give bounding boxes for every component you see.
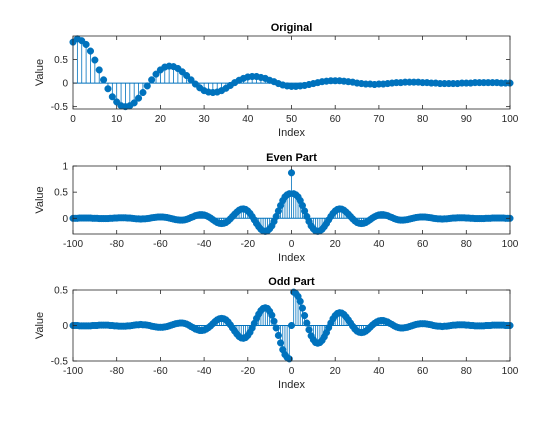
- stem-marker: [303, 319, 311, 327]
- stem-marker: [285, 355, 293, 363]
- subplot-title: Even Part: [266, 152, 317, 164]
- y-tick-label: 0: [62, 321, 68, 332]
- x-tick-label: -80: [109, 366, 124, 377]
- x-tick-label: 80: [417, 114, 429, 125]
- subplot-original: 0 10 20 30 40 50 60 70 80 90 100-0.500.5OriginalIn…: [34, 22, 519, 139]
- stem-marker: [91, 56, 99, 64]
- x-tick-label: -80: [109, 239, 124, 250]
- x-tick-label: 20: [330, 366, 342, 377]
- stem-marker: [82, 40, 90, 49]
- stem-marker: [95, 66, 103, 74]
- y-axis-label: Value: [34, 312, 46, 339]
- stem-marker: [104, 85, 112, 93]
- x-tick-label: 0: [289, 239, 295, 250]
- x-tick-label: 0: [70, 114, 76, 125]
- stem-marker: [135, 94, 143, 102]
- x-tick-label: 100: [502, 366, 519, 377]
- stem-marker: [143, 82, 151, 90]
- x-tick-label: 50: [286, 114, 298, 125]
- x-tick-label: 10: [111, 114, 123, 125]
- stem-marker: [86, 47, 95, 55]
- stem-marker: [139, 88, 147, 97]
- y-tick-label: -0.5: [51, 357, 69, 368]
- stem-marker: [108, 93, 116, 101]
- x-axis-label: Index: [278, 252, 305, 264]
- stem-marker: [287, 321, 296, 330]
- y-tick-label: 0: [62, 79, 68, 90]
- x-tick-label: -20: [241, 239, 256, 250]
- y-axis-label: Value: [34, 59, 46, 86]
- subplot-odd-part: -100 -80 -60 -40 -20 0 20 40 60 80 100 -0.5 0 0.5 Odd …: [34, 276, 519, 391]
- x-tick-label: 100: [502, 239, 519, 250]
- subplot-title: Original: [271, 22, 313, 34]
- x-tick-label: -60: [153, 366, 168, 377]
- subplot-even-part: -100 -80 -60 -40 -20 0 20 40 60 80 100 0 0.5 1 Even Pa…: [34, 152, 519, 264]
- stem-marker: [270, 317, 278, 325]
- stem-marker: [152, 70, 160, 78]
- x-tick-label: 20: [155, 114, 167, 125]
- x-tick-label: -100: [63, 366, 83, 377]
- stem-marker: [100, 76, 108, 84]
- y-tick-label: 0: [62, 214, 68, 225]
- x-tick-label: 100: [502, 114, 519, 125]
- x-axis-label: Index: [278, 127, 305, 139]
- x-tick-label: 60: [417, 366, 429, 377]
- stem-marker: [274, 331, 282, 339]
- y-tick-label: 0.5: [54, 55, 68, 66]
- x-tick-label: -100: [63, 239, 83, 250]
- x-tick-label: 30: [199, 114, 211, 125]
- y-tick-label: 0.5: [54, 286, 68, 297]
- x-axis-label: Index: [278, 379, 305, 391]
- x-tick-label: 80: [461, 366, 473, 377]
- stem-marker: [277, 339, 285, 347]
- stem-marker: [287, 169, 296, 177]
- x-tick-label: 0: [289, 366, 295, 377]
- y-tick-label: 0.5: [54, 188, 68, 199]
- x-tick-label: 40: [242, 114, 254, 125]
- stem-marker: [187, 76, 195, 84]
- x-tick-label: -20: [241, 366, 256, 377]
- plot-area: [73, 36, 510, 109]
- x-tick-label: 60: [330, 114, 342, 125]
- x-tick-label: -40: [197, 366, 212, 377]
- x-tick-label: 40: [373, 239, 385, 250]
- stem-marker: [183, 72, 191, 80]
- stem-marker: [298, 304, 306, 312]
- stem-marker: [130, 99, 138, 107]
- x-tick-label: 80: [461, 239, 473, 250]
- x-tick-label: -40: [197, 239, 212, 250]
- y-tick-label: -0.5: [51, 102, 69, 113]
- x-tick-label: 70: [373, 114, 385, 125]
- stem-marker: [296, 297, 304, 305]
- y-tick-label: 1: [62, 162, 68, 173]
- stem-marker: [305, 326, 313, 334]
- x-tick-label: 90: [461, 114, 473, 125]
- stem-marker: [301, 312, 309, 320]
- y-axis-label: Value: [34, 186, 46, 213]
- stem-marker: [272, 324, 280, 332]
- x-tick-label: 20: [330, 239, 342, 250]
- stem-marker: [268, 311, 276, 319]
- stem-marker: [148, 76, 156, 84]
- x-tick-label: 60: [417, 239, 429, 250]
- x-tick-label: -60: [153, 239, 168, 250]
- subplot-title: Odd Part: [268, 276, 315, 288]
- x-tick-label: 40: [373, 366, 385, 377]
